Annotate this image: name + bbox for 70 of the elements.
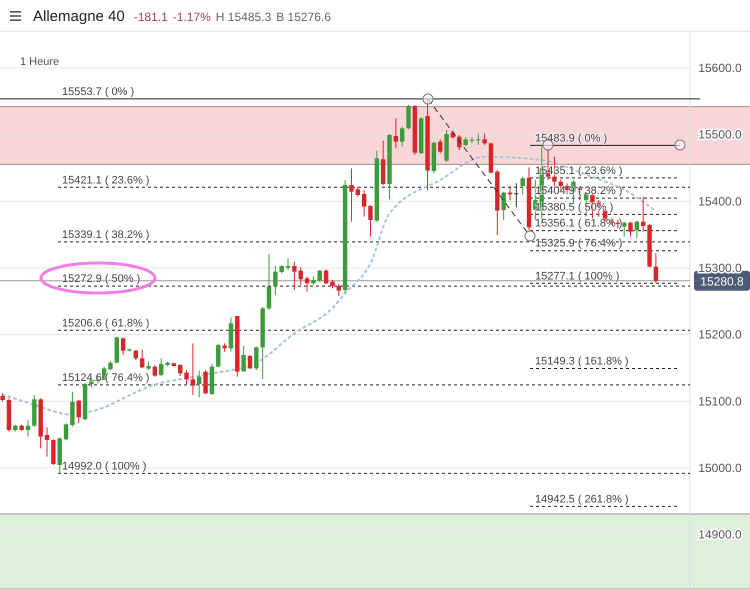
candlestick: [628, 221, 633, 238]
candlestick: [190, 342, 196, 396]
candlestick: [640, 196, 646, 232]
text: B 15276.6: [276, 10, 332, 24]
candlestick: [394, 118, 398, 149]
candlestick: [457, 134, 462, 150]
ref-line-label: 15149.3 ( 161.8% ): [535, 355, 629, 368]
candlestick: [266, 254, 272, 310]
candlestick: [134, 350, 138, 360]
y-tick-label: 15200.0: [698, 328, 742, 342]
candlestick: [158, 358, 164, 376]
candlestick: [120, 336, 126, 356]
candlestick: [349, 168, 354, 222]
candlestick: [241, 346, 246, 372]
candlestick: [298, 266, 303, 286]
text: H 15485.3: [216, 10, 272, 24]
ref-line-label: 15272.9 ( 50% ): [62, 273, 140, 286]
candlestick: [197, 370, 202, 398]
candlestick: [254, 346, 259, 370]
candlestick: [140, 348, 144, 369]
candlestick: [438, 138, 442, 154]
candlestick: [400, 126, 404, 148]
candlestick: [356, 186, 360, 198]
text: -1.17%: [172, 10, 212, 24]
ref-line-label: 15483.9 ( 0% ): [535, 132, 608, 144]
ref-line-label: 14942.5 ( 261.8% ): [535, 493, 629, 506]
candlestick: [406, 104, 411, 130]
y-tick-label: 15500.0: [698, 128, 742, 142]
candlestick: [508, 186, 512, 200]
candlestick: [476, 132, 481, 146]
chart-title: Allemagne 40: [33, 8, 125, 25]
y-tick-label: 15000.0: [698, 461, 742, 475]
candlestick: [273, 266, 278, 296]
candlestick: [362, 190, 366, 218]
candlestick: [520, 176, 525, 196]
y-tick-label: 15100.0: [698, 394, 742, 408]
candlestick: [304, 276, 310, 292]
ref-line-label: 15280.8: [700, 274, 744, 288]
y-tick-label: 15600.0: [698, 61, 742, 75]
candlestick: [248, 354, 252, 370]
candlestick: [368, 204, 373, 238]
candlestick: [292, 261, 297, 290]
text: -181.1: [134, 10, 168, 24]
candlestick: [634, 220, 640, 239]
candlestick: [514, 182, 519, 208]
y-tick-label: 15400.0: [698, 194, 742, 208]
ref-line-label: 15356.1 ( 61.8% ): [535, 218, 622, 230]
candlestick: [482, 132, 487, 146]
candlestick: [203, 370, 208, 394]
candlestick: [216, 344, 220, 368]
ref-line-label: 14992.0 ( 100% ): [62, 460, 146, 472]
ref-line-label: 15325.9 ( 76.4% ): [535, 238, 622, 250]
ref-line-label: 15553.7 ( 0% ): [62, 86, 134, 98]
ref-line-label: 15277.1 ( 100% ): [535, 270, 620, 282]
candlestick: [76, 400, 81, 424]
candlestick: [336, 284, 341, 296]
candlestick: [184, 370, 189, 384]
candlestick: [26, 420, 30, 438]
candlestick: [51, 438, 56, 466]
text: 1 Heure: [20, 56, 60, 68]
ref-line-label: 15421.1 ( 23.6% ): [62, 174, 150, 186]
candlestick: [178, 364, 182, 376]
y-tick-label: 14900.0: [698, 528, 742, 542]
candlestick: [654, 252, 658, 284]
candlestick: [152, 364, 158, 378]
candlestick: [44, 426, 50, 458]
ref-line-label: 15206.6 ( 61.8% ): [62, 317, 150, 330]
candlestick: [318, 270, 322, 282]
candlestick: [501, 191, 506, 220]
ref-line-label: 15339.1 ( 38.2% ): [62, 228, 150, 241]
